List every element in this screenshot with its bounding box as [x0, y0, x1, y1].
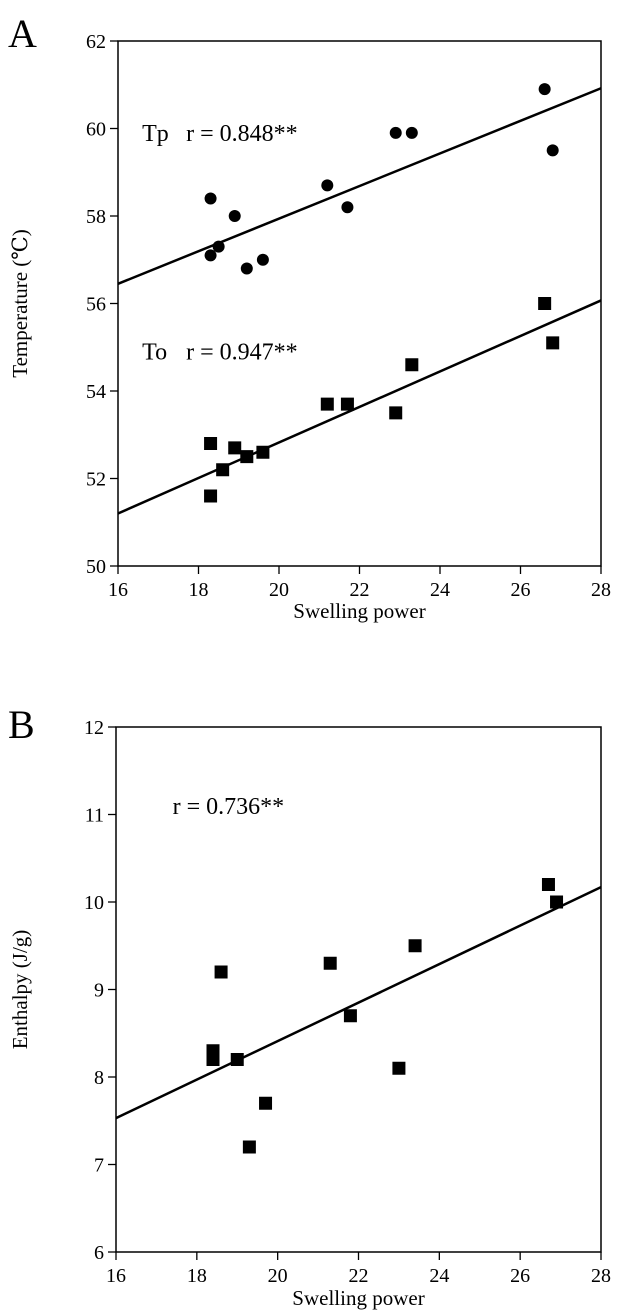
x-tick-label: 16 — [106, 1265, 126, 1287]
x-tick-label: 18 — [189, 579, 209, 601]
data-point — [320, 397, 334, 411]
correlation-stat: r = 0.947** — [186, 340, 298, 366]
data-point — [343, 1009, 357, 1023]
data-point — [546, 144, 559, 157]
data-point — [240, 450, 254, 464]
correlation-stat: r = 0.848** — [186, 121, 298, 147]
x-tick-label: 24 — [429, 1265, 449, 1287]
data-point — [546, 336, 560, 350]
panel-letter: B — [8, 702, 35, 747]
data-point — [321, 179, 334, 192]
x-tick-label: 22 — [350, 579, 370, 601]
regression-line — [117, 87, 602, 285]
data-point — [392, 1061, 406, 1075]
x-tick-label: 28 — [591, 579, 611, 601]
x-tick-label: 24 — [430, 579, 450, 601]
data-point — [214, 965, 228, 979]
y-tick-label: 60 — [86, 119, 106, 141]
data-point — [538, 297, 552, 310]
data-point — [389, 406, 403, 420]
data-point — [242, 1140, 256, 1154]
data-point — [550, 895, 564, 909]
y-tick-label: 9 — [94, 980, 104, 1002]
y-tick-label: 11 — [85, 805, 104, 827]
data-point — [538, 83, 551, 96]
y-axis-title: Enthalpy (J/g) — [8, 930, 32, 1050]
data-point — [256, 445, 270, 459]
data-point — [204, 489, 218, 503]
y-tick-label: 7 — [94, 1155, 104, 1177]
data-point — [212, 240, 225, 253]
y-tick-label: 10 — [84, 892, 104, 914]
data-point — [230, 1053, 244, 1066]
x-tick-label: 22 — [349, 1265, 369, 1287]
panel-a: A 16 18 20 22 24 26 28 50 52 54 56 58 60 62 Swelling po… — [8, 11, 611, 623]
series-label: Tp — [142, 121, 169, 147]
y-tick-label: 8 — [94, 1067, 104, 1089]
y-axis-title: Temperature (℃) — [8, 229, 32, 378]
data-point — [216, 463, 230, 477]
correlation-stat: r = 0.736** — [173, 794, 285, 820]
y-tick-label: 54 — [86, 381, 106, 403]
data-point — [408, 939, 422, 953]
data-point — [240, 262, 253, 275]
data-point — [256, 253, 269, 266]
x-tick-label: 20 — [268, 1265, 288, 1287]
data-point — [204, 249, 217, 262]
data-point — [228, 441, 242, 455]
y-tick-label: 58 — [86, 206, 106, 228]
x-axis-title: Swelling power — [292, 1286, 424, 1310]
regression-line — [115, 885, 602, 1120]
data-point — [541, 878, 555, 891]
data-point — [259, 1096, 273, 1110]
series-label: To — [142, 340, 167, 366]
data-point — [206, 1053, 220, 1066]
plot-frame — [117, 40, 602, 567]
regression-line — [117, 299, 602, 515]
data-point — [204, 437, 218, 450]
panel-b: B 16 18 20 22 24 26 28 6 7 8 9 10 11 12 Swelling power E… — [8, 702, 611, 1310]
data-point — [341, 201, 354, 214]
y-tick-label: 6 — [94, 1242, 104, 1264]
panel-letter: A — [8, 11, 37, 56]
x-tick-label: 16 — [108, 579, 128, 601]
data-point — [323, 956, 337, 970]
data-point — [340, 397, 354, 411]
y-tick-label: 62 — [86, 31, 106, 53]
x-tick-label: 20 — [269, 579, 289, 601]
x-tick-label: 18 — [187, 1265, 207, 1287]
data-point — [405, 358, 419, 372]
x-tick-label: 26 — [510, 1265, 530, 1287]
x-axis-title: Swelling power — [293, 599, 425, 623]
data-point — [204, 192, 217, 205]
data-point — [405, 126, 418, 139]
y-tick-label: 52 — [86, 469, 106, 491]
y-tick-label: 50 — [86, 556, 106, 578]
x-tick-label: 26 — [511, 579, 531, 601]
y-tick-label: 12 — [84, 717, 104, 739]
data-point — [389, 126, 402, 139]
y-tick-label: 56 — [86, 294, 106, 316]
x-tick-label: 28 — [591, 1265, 611, 1287]
data-point — [228, 210, 241, 222]
